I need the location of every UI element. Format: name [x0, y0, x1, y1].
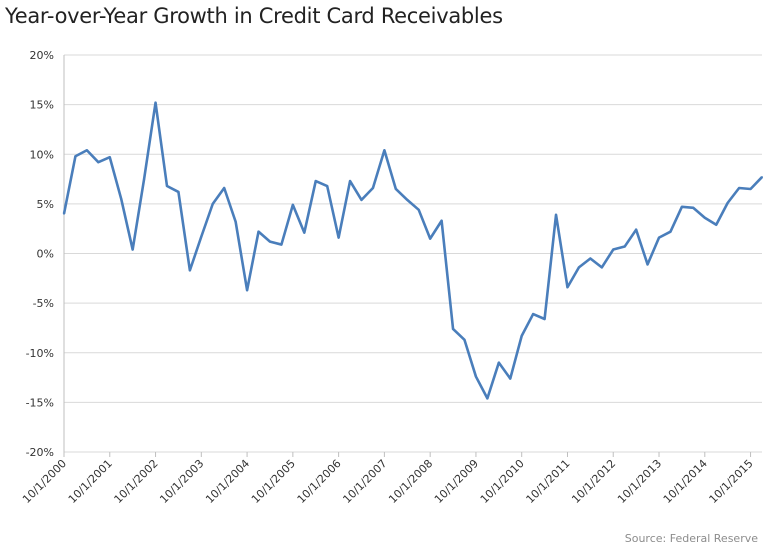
y-tick-label: -15%: [26, 396, 54, 409]
x-tick-label: 10/1/2008: [386, 457, 435, 506]
data-point: [429, 237, 432, 240]
data-point: [715, 223, 718, 226]
y-tick-label: -20%: [26, 446, 54, 459]
data-point: [337, 236, 340, 239]
data-point: [463, 338, 466, 341]
data-point: [577, 266, 580, 269]
data-point: [486, 397, 489, 400]
data-point: [692, 206, 695, 209]
data-point: [749, 187, 752, 190]
data-point: [165, 185, 168, 188]
data-point: [623, 245, 626, 248]
data-point: [291, 203, 294, 206]
y-tick-label: -10%: [26, 347, 54, 360]
x-tick-label: 10/1/2013: [615, 457, 664, 506]
data-point: [154, 101, 157, 104]
data-point: [646, 263, 649, 266]
source-note: Source: Federal Reserve: [624, 532, 758, 545]
chart-title: Year-over-Year Growth in Credit Card Rec…: [5, 4, 503, 28]
series-line: [62, 101, 763, 400]
data-point: [417, 208, 420, 211]
x-tick-label: 10/1/2002: [112, 457, 161, 506]
data-point: [566, 286, 569, 289]
data-point: [658, 236, 661, 239]
data-point: [543, 318, 546, 321]
data-point: [383, 149, 386, 152]
data-point: [303, 231, 306, 234]
data-point: [452, 327, 455, 330]
data-point: [85, 149, 88, 152]
data-point: [74, 155, 77, 158]
data-point: [280, 243, 283, 246]
data-point: [532, 313, 535, 316]
x-tick-label: 10/1/2001: [66, 457, 115, 506]
x-tick-label: 10/1/2006: [295, 457, 344, 506]
y-tick-label: 0%: [37, 248, 54, 261]
data-point: [257, 230, 260, 233]
data-point: [612, 248, 615, 251]
data-point: [131, 248, 134, 251]
data-point: [600, 266, 603, 269]
data-point: [63, 212, 65, 215]
x-tick-label: 10/1/2005: [249, 457, 298, 506]
data-point: [509, 377, 512, 380]
x-tick-label: 10/1/2014: [661, 457, 710, 506]
data-point: [349, 180, 352, 183]
data-point: [223, 186, 226, 189]
data-point: [177, 190, 180, 193]
data-point: [761, 176, 763, 179]
data-point: [211, 202, 214, 205]
x-tick-label: 10/1/2007: [340, 457, 389, 506]
data-point: [314, 180, 317, 183]
data-point: [738, 186, 741, 189]
data-point: [246, 289, 249, 292]
data-point: [703, 216, 706, 219]
x-tick-label: 10/1/2000: [20, 457, 69, 506]
data-point: [143, 178, 146, 181]
x-tick-label: 10/1/2011: [524, 457, 573, 506]
data-point: [406, 198, 409, 201]
data-point: [371, 186, 374, 189]
y-tick-label: 10%: [30, 148, 54, 161]
data-point: [394, 187, 397, 190]
data-point: [497, 361, 500, 364]
data-point: [726, 201, 729, 204]
x-tick-label: 10/1/2010: [478, 457, 527, 506]
x-tick-label: 10/1/2012: [569, 457, 618, 506]
x-tick-label: 10/1/2015: [707, 457, 756, 506]
data-point: [120, 197, 123, 200]
data-point: [589, 257, 592, 260]
data-point: [268, 240, 271, 243]
data-point: [555, 213, 558, 216]
data-point: [234, 220, 237, 223]
data-point: [108, 156, 111, 159]
y-tick-label: 5%: [37, 198, 54, 211]
y-tick-label: -5%: [33, 297, 54, 310]
data-point: [326, 185, 329, 188]
data-point: [520, 334, 523, 337]
data-point: [669, 230, 672, 233]
data-point: [440, 219, 443, 222]
data-point: [188, 269, 191, 272]
data-point: [680, 205, 683, 208]
data-point: [97, 161, 100, 164]
x-tick-label: 10/1/2009: [432, 457, 481, 506]
y-tick-label: 15%: [30, 99, 54, 112]
y-tick-label: 20%: [30, 49, 54, 62]
data-point: [635, 228, 638, 231]
x-tick-label: 10/1/2004: [203, 457, 252, 506]
x-tick-label: 10/1/2003: [157, 457, 206, 506]
data-point: [200, 235, 203, 238]
data-point: [360, 198, 363, 201]
data-point: [474, 375, 477, 378]
